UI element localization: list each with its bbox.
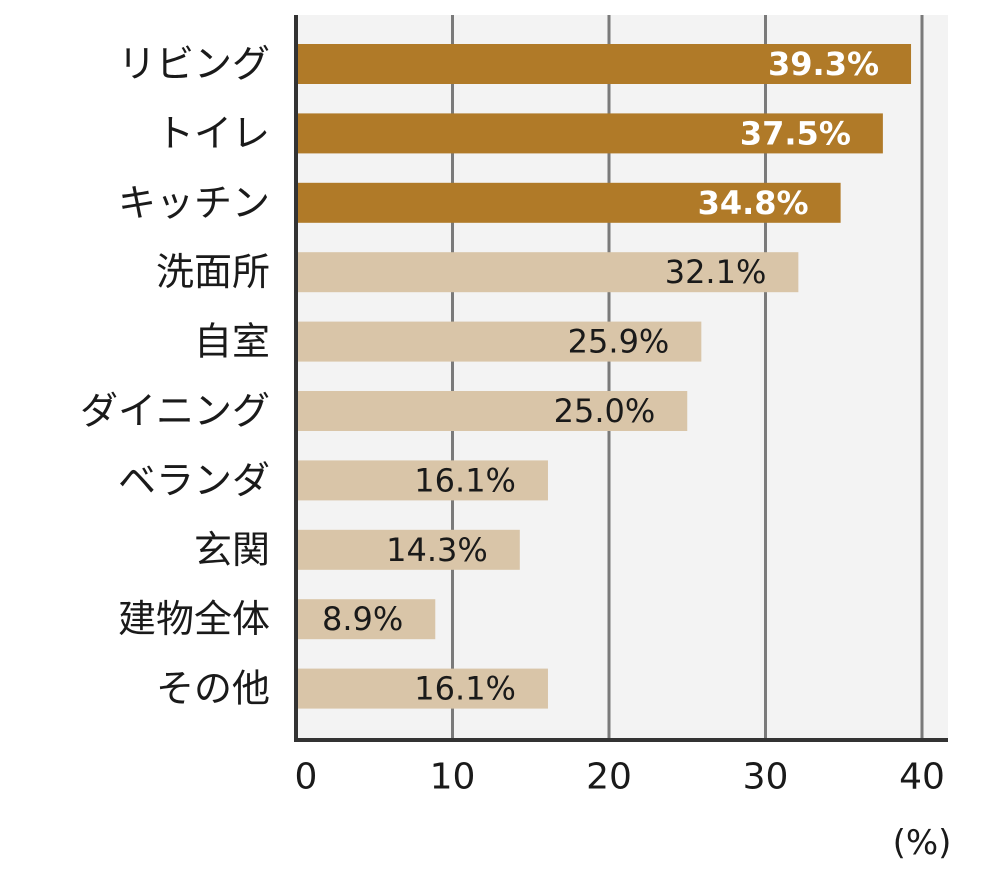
bar-7 [296,529,520,570]
data-label-4: 25.9% [568,323,670,361]
bars: 39.3% 37.5% 34.8% 32.1% 25.9% 25.0% 16.1% 14.3%… [296,44,912,709]
x-tick-label-10: 10 [430,757,476,798]
category-label-2: キッチン [118,181,270,225]
x-tick-labels: 0 10 20 30 40 [295,757,945,798]
x-tick-label-40: 40 [899,757,945,798]
axes [294,15,948,742]
bar-1 [296,113,883,154]
category-label-0: リビング [118,42,270,86]
data-label-3: 32.1% [665,253,767,291]
bar-2 [296,182,841,223]
bar-8 [296,599,436,640]
category-label-6: ベランダ [118,458,270,502]
bar-6 [296,460,548,501]
data-label-2: 34.8% [698,184,809,222]
bar-3 [296,252,799,293]
bar-9 [296,668,548,709]
x-unit-label: (%) [893,823,952,863]
category-label-3: 洗面所 [156,250,270,294]
category-label-1: トイレ [156,111,270,155]
bar-5 [296,391,688,431]
data-label-5: 25.0% [554,392,656,430]
data-label-9: 16.1% [414,670,516,708]
x-tick-label-0: 0 [295,757,318,798]
category-label-7: 玄関 [194,528,270,572]
data-label-6: 16.1% [414,461,516,499]
data-label-8: 8.9% [322,600,403,638]
x-tick-label-20: 20 [586,757,632,798]
category-label-8: 建物全体 [118,597,270,641]
data-label-7: 14.3% [386,531,488,569]
x-tick-label-30: 30 [743,757,789,798]
category-label-5: ダイニング [80,389,270,433]
category-label-4: 自室 [194,320,270,364]
category-label-9: その他 [156,667,270,711]
data-label-0: 39.3% [768,45,879,83]
data-label-1: 37.5% [740,114,851,152]
bar-0 [296,44,912,84]
bar-4 [296,321,702,362]
